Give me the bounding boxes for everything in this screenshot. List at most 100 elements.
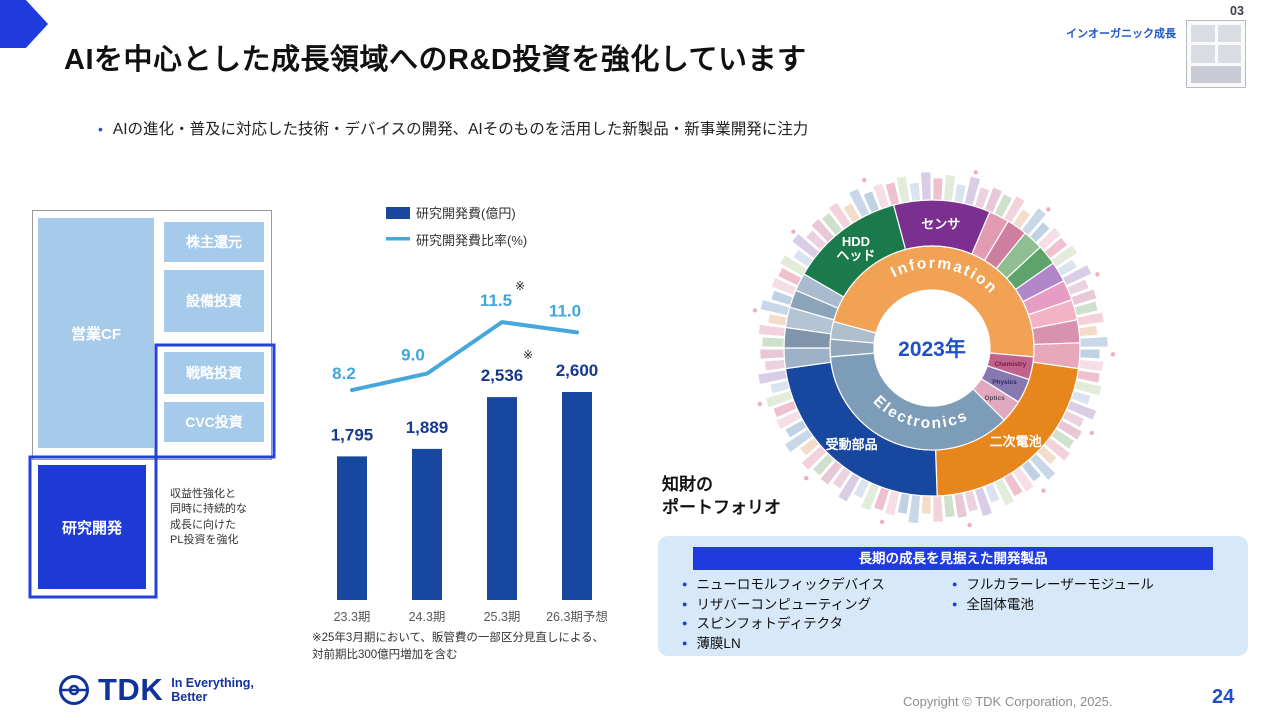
cashflow-frame [32, 210, 272, 460]
line-value-label: 8.2 [332, 364, 356, 383]
products-columns: ● ニューロモルフィックデバイス ● リザバーコンピューティング ● スピンフォトディ… [658, 575, 1248, 653]
sector-label: HDD ヘッド [836, 234, 875, 263]
thumbnail-cell [1217, 25, 1241, 43]
products-panel-header: 長期の成長を見据えた開発製品 [693, 547, 1213, 570]
bar [562, 392, 592, 600]
products-list-left: ● ニューロモルフィックデバイス ● リザバーコンピューティング ● スピンフォトディ… [682, 575, 952, 653]
edge-dot [973, 170, 978, 175]
bar [412, 448, 442, 600]
bar-value-label: 1,889 [406, 418, 449, 437]
sector-label: Optics [984, 395, 1005, 402]
x-axis-label: 23.3期 [334, 610, 371, 624]
product-label: リザバーコンピューティング [696, 596, 872, 612]
rd-expense-chart: 研究開発費(億円) 研究開発費比率(%) 1,795 1,889 2,536 2,600 ※… [331, 206, 608, 624]
sector-label: Chemistry [994, 361, 1026, 368]
shareholder-return-box: 株主還元 [164, 222, 264, 262]
legend-bar-swatch [386, 207, 410, 219]
bullet-icon: ● [682, 637, 688, 648]
page-number: 24 [1212, 686, 1235, 708]
note-marker: ※ [515, 279, 525, 293]
bar [487, 397, 517, 600]
sunburst-center [874, 290, 990, 406]
annotation-line: 収益性強化と [170, 488, 236, 500]
footnote-line: ※25年3月期において、販管費の一部区分見直しによる、 [312, 632, 605, 644]
thumbnail-cell [1191, 25, 1215, 43]
thumbnail-cell [1217, 45, 1241, 63]
product-label: 全固体電池 [966, 596, 1034, 612]
tagline-line: Better [171, 690, 208, 704]
footnote-line: 対前期比300億円増加を含む [312, 648, 458, 661]
ip-label-line: 知財の [662, 475, 713, 494]
bars-group: 1,795 1,889 2,536 2,600 [331, 361, 598, 600]
bullet-icon: ● [682, 618, 688, 628]
tagline-line: In Everything, [171, 676, 254, 690]
bullet-dot-icon: • [98, 121, 103, 137]
edge-dot [791, 229, 796, 234]
ip-portfolio-label: 知財の ポートフォリオ [662, 474, 781, 520]
ip-label-line: ポートフォリオ [662, 497, 781, 517]
capex-box: 設備投資 [164, 270, 264, 332]
strategic-investment-outline [28, 343, 276, 599]
edge-dot [757, 401, 763, 407]
note-marker: ※ [523, 348, 533, 362]
title-chevron-decoration [0, 0, 48, 48]
operating-cf-box: 営業CF [38, 218, 154, 448]
product-item: ● 全固体電池 [952, 595, 1222, 615]
edge-dot [804, 476, 809, 481]
bullet-icon: ● [682, 598, 688, 609]
cashflow-diagram: 営業CF 株主還元 設備投資 戦略投資 CVC投資 研究開発 収益性強化と 同時… [28, 205, 298, 605]
bar-value-label: 2,536 [481, 366, 524, 385]
outer-ring [757, 171, 1109, 524]
sector-label: 二次電池 [990, 434, 1042, 449]
sector-label: 受動部品 [826, 437, 878, 452]
bar-value-label: 1,795 [331, 425, 374, 444]
tdk-logo-text: TDK [98, 672, 164, 707]
subtitle-text: AIの進化・普及に対応した技術・デバイスの開発、AIそのものを活用した新製品・新… [112, 121, 809, 138]
products-list-right: ● フルカラーレーザーモジュール ● 全固体電池 [952, 575, 1222, 653]
development-products-panel: 長期の成長を見据えた開発製品 ● ニューロモルフィックデバイス ● リザバーコンピュ… [658, 536, 1248, 656]
edge-dot [1110, 352, 1116, 357]
bullet-icon: ● [952, 598, 958, 609]
legend-bar-label: 研究開発費(億円) [416, 206, 516, 221]
bar [337, 456, 367, 600]
edge-dot [1095, 272, 1100, 277]
tdk-logo-tagline: In Everything, Better [171, 676, 254, 704]
product-item: ● ニューロモルフィックデバイス [682, 575, 952, 595]
x-axis-label: 26.3期予想 [546, 609, 608, 624]
section-number-badge: 03 [1230, 4, 1244, 18]
product-item: ● フルカラーレーザーモジュール [952, 575, 1222, 595]
chart-footnote: ※25年3月期において、販管費の一部区分見直しによる、 対前期比300億円増加を… [312, 630, 604, 663]
edge-dot [752, 308, 758, 313]
line-value-label: 11.0 [549, 301, 581, 320]
tdk-logo: TDK In Everything, Better [56, 672, 254, 708]
edge-dot [879, 519, 885, 525]
x-axis-label: 25.3期 [484, 610, 521, 624]
edge-dot [1046, 207, 1051, 212]
slide-thumbnail [1186, 20, 1246, 88]
trend-line [350, 320, 579, 393]
patent-portfolio-sunburst: InformationChemistryPhysicsOpticsElectro… [752, 170, 1116, 528]
strategic-investment-box: 戦略投資 [164, 352, 264, 394]
line-value-label: 11.5 [480, 291, 512, 310]
rd-box: 研究開発 [38, 465, 146, 589]
annotation-line: 成長に向けた [170, 518, 236, 531]
inorganic-growth-tag: インオーガニック成長 [1066, 28, 1176, 40]
page-title: AIを中心とした成長領域へのR&D投資を強化しています [64, 44, 807, 76]
inner-ring [829, 245, 1035, 451]
tdk-logo-mark [59, 675, 89, 705]
line-value-label: 9.0 [401, 346, 425, 365]
subtitle-bullet: • AIの進化・普及に対応した技術・デバイスの開発、AIそのものを活用した新製品・… [98, 117, 808, 139]
product-label: スピンフォトディテクタ [696, 616, 844, 631]
bullet-icon: ● [952, 579, 958, 589]
annotation-line: 同時に持続的な [170, 503, 247, 516]
product-item: ● 薄膜LN [682, 634, 952, 654]
edge-dot [1041, 488, 1046, 493]
copyright-text: Copyright © TDK Corporation, 2025. [903, 694, 1113, 709]
bullet-icon: ● [682, 579, 688, 589]
thumbnail-cell [1191, 65, 1241, 83]
legend-line-label: 研究開発費比率(%) [416, 233, 527, 248]
product-item: ● リザバーコンピューティング [682, 595, 952, 615]
product-label: フルカラーレーザーモジュール [966, 577, 1154, 592]
center-year-label: 2023年 [898, 337, 966, 361]
edge-dot [1089, 430, 1095, 436]
